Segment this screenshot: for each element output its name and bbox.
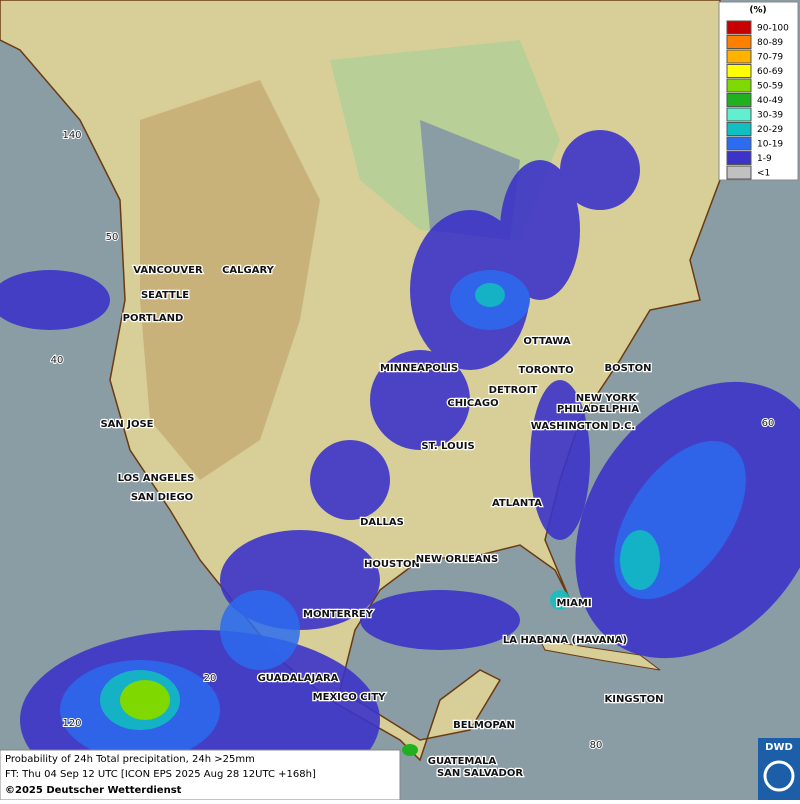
graticule-label: 40 [51,355,64,366]
hudson-bay [420,120,520,240]
city-label: CHICAGO [447,398,498,409]
caption-box [0,749,401,801]
city-label: PORTLAND [123,313,184,324]
legend-label: 40-49 [757,96,783,106]
city-label: HOUSTON [364,559,420,570]
caption: Probability of 24h Total precipitation, … [5,754,255,765]
legend-swatch [726,93,752,107]
legend-swatch [726,151,752,165]
legend-swatch [726,78,752,93]
city-label: NEW ORLEANS [416,554,498,565]
legend-label: 90-100 [757,24,789,34]
city-label: WASHINGTON D.C. [531,421,635,432]
graticule-label: 50 [106,232,119,243]
graticule-label: 60 [762,418,775,429]
graticule-label: 140 [62,130,81,141]
city-label: KINGSTON [605,694,664,705]
city-label: VANCOUVER [133,265,203,276]
legend-label: 1-9 [757,154,772,164]
city-label: MIAMI [556,598,591,609]
city-label: SAN DIEGO [131,492,193,503]
city-label: NEW YORK [576,393,638,404]
legend-label: <1 [757,169,770,179]
city-label: LOS ANGELES [118,473,195,484]
city-label: ATLANTA [492,498,542,509]
city-label: LA HABANA (HAVANA) [503,635,627,646]
city-label: BOSTON [604,363,651,374]
precip-peak [120,680,170,720]
city-label: PHILADELPHIA [557,404,639,415]
logo: DWD [765,742,793,753]
city-label: SEATTLE [141,290,189,301]
legend-swatch [726,107,752,122]
legend-label: 80-89 [757,38,783,48]
city-label: ST. LOUIS [421,441,474,452]
city-label: SAN SALVADOR [437,768,523,779]
city-label: GUATEMALA [428,756,497,767]
graticule-label: 20 [204,673,217,684]
legend-label: 50-59 [757,82,783,92]
cuba [539,639,661,671]
city-label: BELMOPAN [453,720,515,731]
legend-swatch [726,35,752,49]
city-label: SAN JOSE [100,419,153,430]
legend-label: 60-69 [757,67,783,77]
copyright: ©2025 Deutscher Wetterdienst [5,785,182,796]
caption: FT: Thu 04 Sep 12 UTC [ICON EPS 2025 Aug… [5,769,316,780]
legend-label: 10-19 [757,140,783,150]
city-label: MONTERREY [303,609,374,620]
city-label: MEXICO CITY [313,692,386,703]
graticule-label: 120 [62,718,81,729]
legend-label: 30-39 [757,111,783,121]
legend-label: 70-79 [757,53,783,63]
city-label: CALGARY [222,265,275,276]
legend-swatch [726,165,752,180]
precip-peak [402,744,418,756]
legend-title: (%) [749,6,766,16]
city-label: DETROIT [489,385,538,396]
legend-swatch [726,122,752,136]
city-label: MINNEAPOLIS [380,363,458,374]
city-label: TORONTO [518,365,573,376]
logo-swirl [763,760,795,792]
city-label: DALLAS [360,517,404,528]
legend-swatch [726,49,752,64]
legend-label: 20-29 [757,125,783,135]
mountains [140,80,320,480]
legend-swatch [726,64,752,78]
legend: (%) 90-100 80-89 70-79 60-69 50-59 40-49 30-39… [718,1,799,181]
city-label: GUADALAJARA [258,673,339,684]
graticule-label: 80 [590,740,603,751]
city-label: OTTAWA [523,336,570,347]
legend-swatch [726,20,752,35]
legend-swatch [726,136,752,151]
